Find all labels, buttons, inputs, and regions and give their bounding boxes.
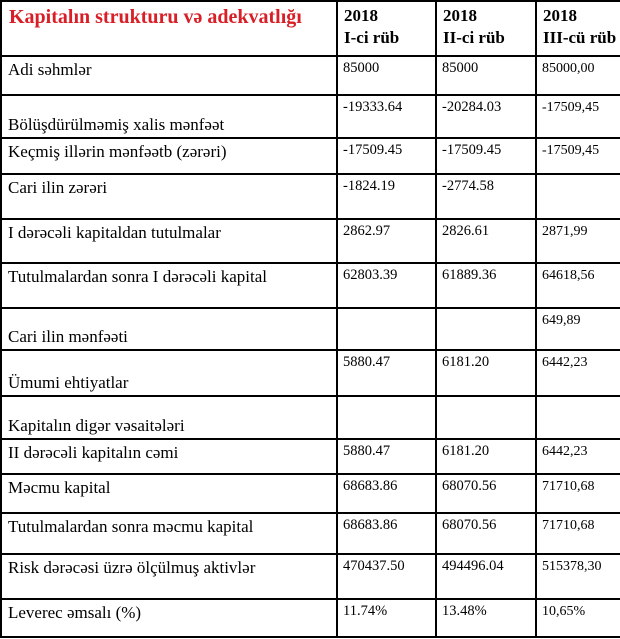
row-label: Risk dərəcəsi üzrə ölçülmuş aktivlər [0,553,338,600]
cell-value: 5880.47 [336,438,437,475]
table-row: Tutulmalardan sonra I dərəcəli kapital 6… [0,262,620,309]
table-row: Risk dərəcəsi üzrə ölçülmuş aktivlər 470… [0,553,620,600]
table-row: Bölüşdürülməmiş xalis mənfəət -19333.64 … [0,94,620,139]
col-header-q1-year: 2018 [344,6,378,25]
cell-value: 5880.47 [336,349,437,397]
cell-value: 494496.04 [435,553,537,600]
table-row: Adi səhmlər 85000 85000 85000,00 [0,55,620,96]
row-label: Adi səhmlər [0,55,338,96]
cell-value: 11.74% [336,598,437,638]
table-row: Məcmu kapital 68683.86 68070.56 71710,68 [0,473,620,514]
cell-value: 68683.86 [336,473,437,514]
cell-value [336,307,437,351]
cell-value: 61889.36 [435,262,537,309]
table-row: Ümumi ehtiyatlar 5880.47 6181.20 6442,23 [0,349,620,397]
col-header-q2-year: 2018 [443,6,477,25]
cell-value: 85000,00 [535,55,620,96]
cell-value [535,173,620,220]
col-header-q1: 2018 I-ci rüb [336,0,437,57]
table-row: I dərəcəli kapitaldan tutulmalar 2862.97… [0,218,620,264]
row-label: Cari ilin mənfəəti [0,307,338,351]
row-label: Ümumi ehtiyatlar [0,349,338,397]
cell-value: 62803.39 [336,262,437,309]
cell-value [336,395,437,440]
cell-value: 71710,68 [535,512,620,555]
cell-value: 470437.50 [336,553,437,600]
cell-value: 2826.61 [435,218,537,264]
row-label: Tutulmalardan sonra I dərəcəli kapital [0,262,338,309]
cell-value: -2774.58 [435,173,537,220]
cell-value: -17509.45 [336,137,437,175]
table-row: Tutulmalardan sonra məcmu kapital 68683.… [0,512,620,555]
cell-value: 68683.86 [336,512,437,555]
row-label: Cari ilin zərəri [0,173,338,220]
table-row: Leverec əmsalı (%) 11.74% 13.48% 10,65% [0,598,620,638]
cell-value: 71710,68 [535,473,620,514]
table-row: Cari ilin zərəri -1824.19 -2774.58 [0,173,620,220]
table-row: Kapitalın digər vəsaitələri [0,395,620,440]
cell-value: 64618,56 [535,262,620,309]
header-row: Kapitalın strukturu və adekvatlığı 2018 … [0,0,620,57]
col-header-q3-period: III-cü rüb [543,28,617,48]
cell-value: 6442,23 [535,349,620,397]
col-header-q2: 2018 II-ci rüb [435,0,537,57]
row-label: Kapitalın digər vəsaitələri [0,395,338,440]
cell-value: -20284.03 [435,94,537,139]
cell-value: 6181.20 [435,438,537,475]
cell-value: -19333.64 [336,94,437,139]
row-label: Məcmu kapital [0,473,338,514]
row-label: I dərəcəli kapitaldan tutulmalar [0,218,338,264]
cell-value: 2871,99 [535,218,620,264]
row-label: II dərəcəli kapitalın cəmi [0,438,338,475]
cell-value: 649,89 [535,307,620,351]
row-label: Tutulmalardan sonra məcmu kapital [0,512,338,555]
col-header-q1-period: I-ci rüb [344,28,400,48]
cell-value: -17509,45 [535,137,620,175]
col-header-q3: 2018 III-cü rüb [535,0,620,57]
cell-value: 6442,23 [535,438,620,475]
cell-value: 13.48% [435,598,537,638]
col-header-q3-year: 2018 [543,6,577,25]
cell-value: 68070.56 [435,473,537,514]
cell-value [535,395,620,440]
cell-value [435,307,537,351]
cell-value: 6181.20 [435,349,537,397]
cell-value: 85000 [435,55,537,96]
cell-value: -17509,45 [535,94,620,139]
table-row: Keçmiş illərin mənfəətb (zərəri) -17509.… [0,137,620,175]
table-row: II dərəcəli kapitalın cəmi 5880.47 6181.… [0,438,620,475]
cell-value: 68070.56 [435,512,537,555]
row-label: Leverec əmsalı (%) [0,598,338,638]
cell-value: 515378,30 [535,553,620,600]
row-label: Keçmiş illərin mənfəətb (zərəri) [0,137,338,175]
cell-value: -1824.19 [336,173,437,220]
cell-value: 10,65% [535,598,620,638]
table-row: Cari ilin mənfəəti 649,89 [0,307,620,351]
row-label: Bölüşdürülməmiş xalis mənfəət [0,94,338,139]
cell-value: 2862.97 [336,218,437,264]
cell-value: 85000 [336,55,437,96]
cell-value [435,395,537,440]
table-title: Kapitalın strukturu və adekvatlığı [0,0,338,57]
cell-value: -17509.45 [435,137,537,175]
col-header-q2-period: II-ci rüb [443,28,505,48]
